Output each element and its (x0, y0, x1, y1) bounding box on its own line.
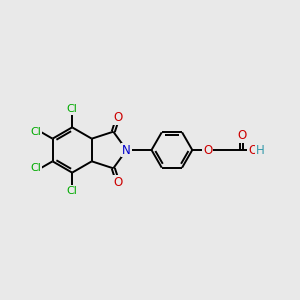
Text: Cl: Cl (67, 104, 78, 114)
Text: O: O (248, 143, 257, 157)
Text: O: O (203, 143, 212, 157)
Text: Cl: Cl (67, 186, 78, 196)
Text: N: N (122, 143, 131, 157)
Text: O: O (113, 176, 122, 189)
Text: H: H (256, 143, 265, 157)
Text: Cl: Cl (30, 163, 41, 173)
Text: O: O (113, 111, 122, 124)
Text: O: O (237, 129, 246, 142)
Text: Cl: Cl (30, 127, 41, 137)
